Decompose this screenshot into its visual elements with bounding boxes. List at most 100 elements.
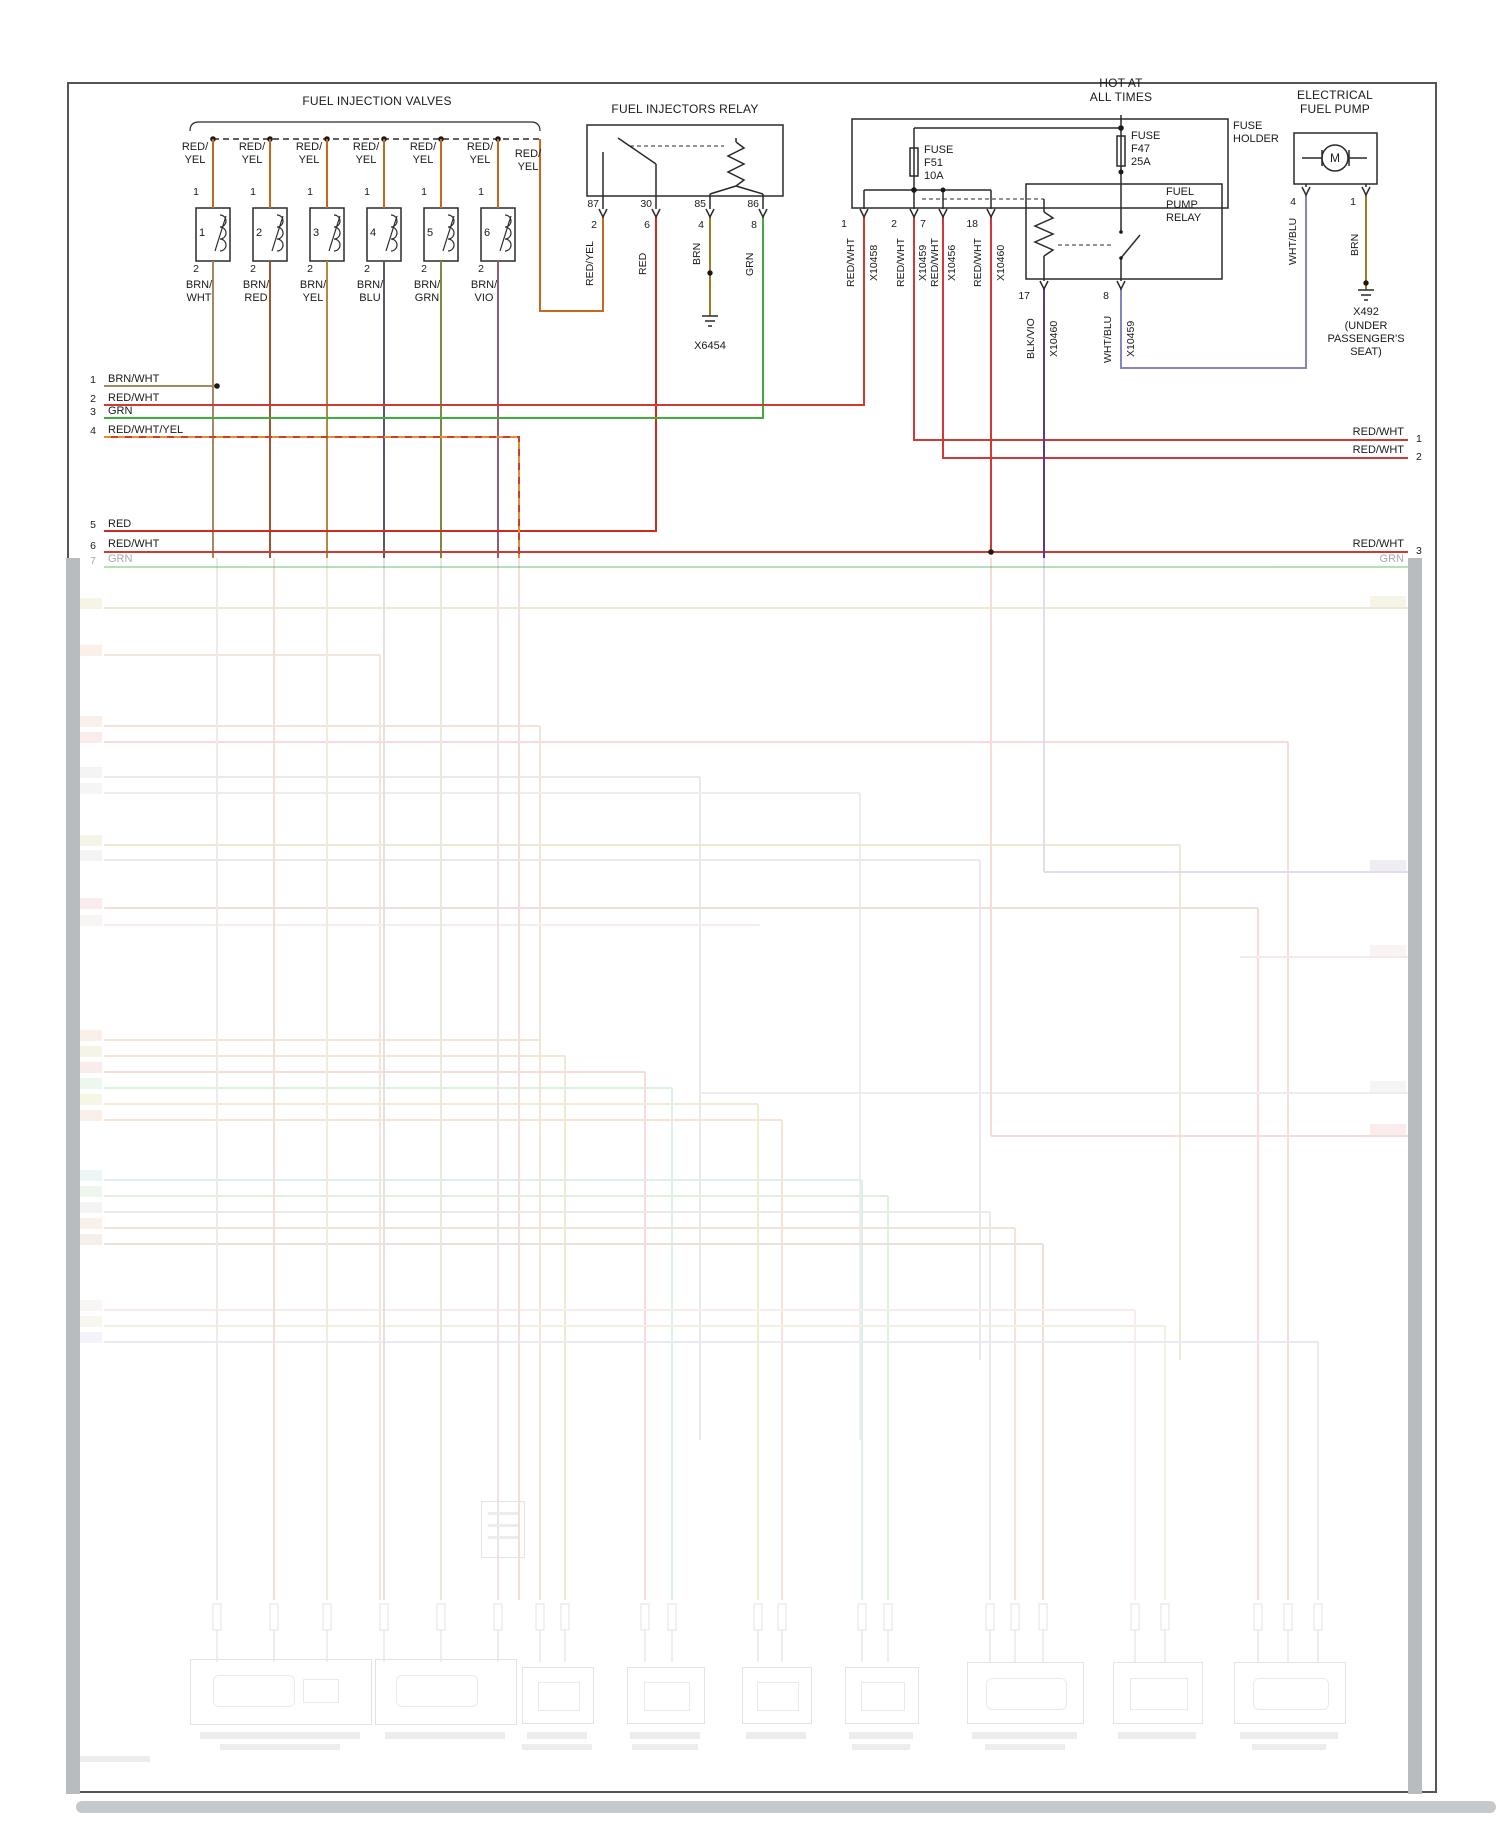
left-ref-5-label: RED: [108, 518, 132, 530]
fuel-injectors-relay-box: [586, 124, 784, 197]
injectors-relay-title: FUEL INJECTORS RELAY: [611, 102, 759, 116]
junction-dots: [214, 125, 1369, 555]
flow-arrows: [598, 186, 1371, 291]
injector-3-number: 3: [313, 227, 320, 239]
injector-4-pin-top: 1: [364, 186, 370, 198]
wire-grn-row7: [104, 566, 1408, 568]
injector-2-pin-top: 1: [250, 186, 256, 198]
relay-pin-86: 86: [747, 198, 759, 210]
injector-5-pin-bottom: 2: [421, 263, 427, 275]
injector-4-number: 4: [370, 227, 377, 239]
right-ref-2-num: 2: [1416, 451, 1422, 463]
ground-connector-x492: X492: [1353, 306, 1379, 318]
relay-pin-87: 87: [587, 198, 599, 210]
faded-component-5: [742, 1667, 812, 1724]
relay-pin-stubs: [602, 196, 764, 209]
power-pin-8-num: 8: [1103, 290, 1109, 302]
injector-group-bracket: [189, 121, 541, 132]
fuel-pump-relay-box: [1025, 183, 1223, 280]
relay-pin-85: 85: [694, 198, 706, 210]
relay-pin-85-num: 4: [698, 219, 704, 231]
injector-5-top-wire-label: RED/ YEL: [409, 141, 437, 166]
injector-3-bottom-wire-label: BRN/ YEL: [299, 279, 327, 304]
injector-3-pin-top: 1: [307, 186, 313, 198]
wire-red-pin30: [104, 217, 657, 532]
injector-6-top-wire-label: RED/ YEL: [466, 141, 494, 166]
left-ref-1-label: BRN/WHT: [108, 373, 160, 385]
left-ref-2-num: 2: [90, 393, 96, 405]
left-ref-4-num: 4: [90, 425, 96, 437]
fuel-pump-box: [1293, 132, 1378, 185]
fuel-pump-title: ELECTRICAL FUEL PUMP: [1296, 88, 1374, 117]
left-ref-7-label: GRN: [108, 553, 133, 565]
wire-redwht-pin1: [104, 217, 865, 406]
right-ref-3-num: 3: [1416, 545, 1422, 557]
injector-1-bottom-wire-label: BRN/ WHT: [185, 279, 213, 304]
faded-component-9: [1234, 1662, 1346, 1724]
injector-5-number: 5: [427, 227, 434, 239]
right-ref-grn-label: GRN: [1379, 553, 1404, 565]
faded-overlay-left-edge: [66, 558, 80, 1794]
faded-overlay-right-edge: [1408, 558, 1422, 1794]
pump-pin-1: 1: [1350, 196, 1356, 208]
injector-1-pin-bottom: 2: [193, 263, 199, 275]
fuse-f47-symbol: [1116, 135, 1126, 167]
faded-small-component: [481, 1501, 525, 1558]
left-ref-4-label: RED/WHT/YEL: [108, 424, 184, 436]
left-ref-7-num: 7: [90, 555, 96, 567]
fuse-f51-symbol: [909, 147, 919, 177]
fuse-holder-box: [851, 118, 1229, 209]
left-ref-6-num: 6: [90, 540, 96, 552]
injection-valves-title: FUEL INJECTION VALVES: [302, 94, 452, 108]
faded-component-6: [845, 1667, 919, 1724]
power-pin-18-num: 18: [966, 218, 978, 230]
fuse-f47-label: FUSE F47 25A: [1131, 130, 1161, 168]
injector-4-top-wire-label: RED/ YEL: [352, 141, 380, 166]
ground-connector-x6454: X6454: [694, 340, 726, 352]
relay-pin-30: 30: [640, 198, 652, 210]
right-ref-1-label: RED/WHT: [1352, 426, 1404, 438]
injector-4-pin-bottom: 2: [364, 263, 370, 275]
injector-2-top-wire-label: RED/ YEL: [238, 141, 266, 166]
fuel-pump-relay-label: FUEL PUMP RELAY: [1166, 186, 1202, 224]
right-ref-2-label: RED/WHT: [1352, 444, 1404, 456]
left-ref-6-label: RED/WHT: [108, 538, 160, 550]
injector-1-pin-top: 1: [193, 186, 199, 198]
wire-red-yel-feed: [539, 139, 604, 312]
wire-grn-pin86: [104, 217, 764, 419]
injector-ground-wires: [212, 261, 499, 558]
injector-2-bottom-wire-label: BRN/ RED: [242, 279, 270, 304]
power-pin-7-num: 7: [920, 218, 926, 230]
hot-at-all-times-label: HOT AT ALL TIMES: [1089, 76, 1153, 105]
injector-6-number: 6: [484, 227, 491, 239]
left-ref-1-num: 1: [90, 374, 96, 386]
power-pin-1-num: 1: [841, 218, 847, 230]
injector-1-number: 1: [199, 227, 206, 239]
left-ref-5-num: 5: [90, 519, 96, 531]
faded-component-4: [627, 1667, 705, 1724]
faded-component-1: [190, 1659, 372, 1725]
injector-coil-symbols: [214, 214, 512, 252]
wire-redwht-pin7: [942, 217, 1408, 459]
fuse-f51-label: FUSE F51 10A: [924, 144, 954, 182]
faded-component-3: [522, 1667, 594, 1724]
injector-4-bottom-wire-label: BRN/ BLU: [356, 279, 384, 304]
injector-3-pin-bottom: 2: [307, 263, 313, 275]
scrollbar-horizontal[interactable]: [76, 1801, 1496, 1813]
faded-component-8: [1113, 1662, 1203, 1724]
right-ref-1-num: 1: [1416, 433, 1422, 445]
relay-pin-86-num: 8: [751, 219, 757, 231]
ground-note-x492: (UNDER PASSENGER'S SEAT): [1327, 320, 1405, 358]
faded-component-2: [375, 1659, 517, 1725]
right-ref-3-label: RED/WHT: [1352, 538, 1404, 550]
injector-2-number: 2: [256, 227, 263, 239]
pump-pin-4: 4: [1290, 196, 1296, 208]
fuse-holder-label: FUSE HOLDER: [1233, 120, 1279, 145]
left-ref-3-num: 3: [90, 406, 96, 418]
wire-redwht-pin2: [913, 217, 1408, 441]
injector-1-top-wire-label: RED/ YEL: [181, 141, 209, 166]
injector-6-bottom-wire-label: BRN/ VIO: [470, 279, 498, 304]
